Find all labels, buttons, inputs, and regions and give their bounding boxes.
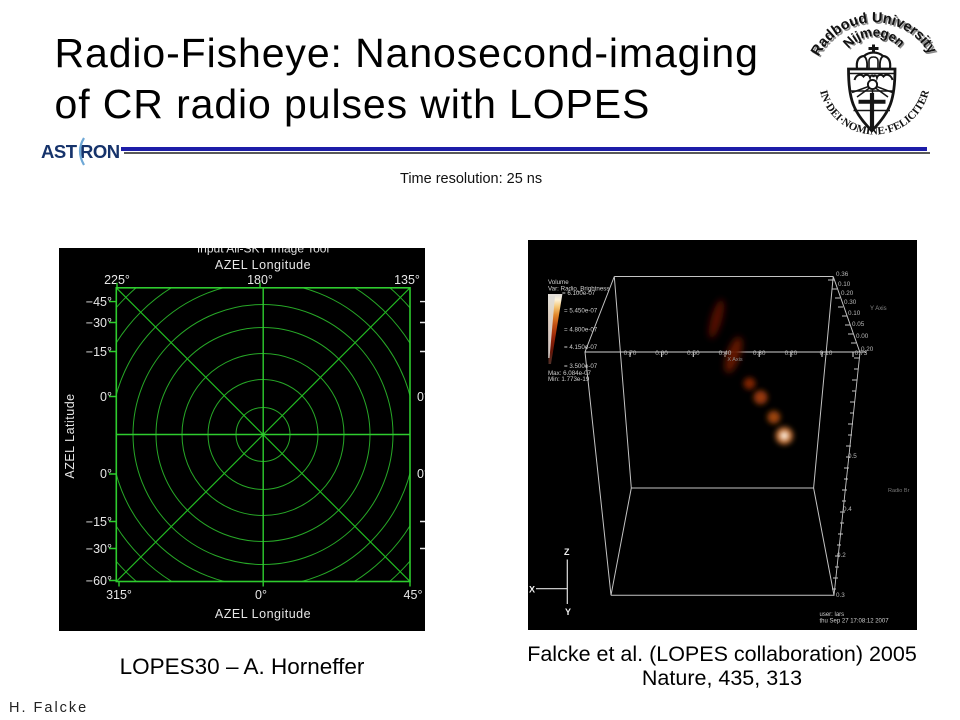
svg-text:= 6.100e-07: = 6.100e-07 [562, 290, 596, 297]
svg-text:thu Sep 27 17:08:12 2007: thu Sep 27 17:08:12 2007 [820, 619, 890, 625]
svg-text:0.10: 0.10 [820, 350, 833, 357]
svg-text:AZEL Longitude: AZEL Longitude [215, 607, 311, 621]
svg-text:0.30: 0.30 [753, 350, 766, 357]
svg-text:user: lars: user: lars [820, 612, 845, 618]
svg-text:Min: 1.773e-19: Min: 1.773e-19 [548, 376, 590, 383]
svg-text:Volume: Volume [548, 279, 569, 286]
svg-text:−30°: −30° [86, 542, 112, 556]
svg-text:0.5: 0.5 [848, 453, 857, 460]
svg-text:IN·DEI·NOMINE·FELICITER: IN·DEI·NOMINE·FELICITER [817, 88, 932, 138]
svg-text:0.36: 0.36 [836, 271, 849, 278]
svg-text:0.20: 0.20 [861, 346, 874, 353]
svg-text:180°: 180° [247, 273, 273, 287]
svg-text:45°: 45° [404, 588, 423, 602]
svg-text:315°: 315° [106, 588, 132, 602]
svg-text:0.05: 0.05 [852, 321, 865, 328]
svg-text:AZEL Longitude: AZEL Longitude [215, 258, 311, 272]
svg-text:Z: Z [564, 547, 570, 557]
svg-text:0.20: 0.20 [841, 290, 854, 297]
svg-text:0.4: 0.4 [843, 506, 852, 513]
svg-text:−45°: −45° [86, 295, 112, 309]
svg-text:Y Axis: Y Axis [870, 306, 887, 312]
svg-text:RON: RON [80, 141, 120, 162]
svg-text:Var: Radio_Brightness: Var: Radio_Brightness [548, 286, 609, 293]
svg-text:= 5.450e-07: = 5.450e-07 [564, 308, 598, 315]
svg-text:0.70: 0.70 [624, 350, 637, 357]
svg-text:= 4.150e-07: = 4.150e-07 [564, 344, 598, 351]
svg-text:0°: 0° [100, 390, 112, 404]
svg-text:0°: 0° [417, 390, 425, 404]
svg-text:Max: 6.084e-07: Max: 6.084e-07 [548, 370, 592, 377]
svg-text:AST: AST [41, 141, 78, 162]
svg-text:X: X [529, 585, 535, 595]
svg-text:= 3.500e-07: = 3.500e-07 [564, 363, 598, 370]
svg-text:−30°: −30° [86, 316, 112, 330]
svg-text:X Axis: X Axis [727, 357, 743, 363]
svg-text:0.40: 0.40 [719, 350, 732, 357]
svg-text:AZEL Latitude: AZEL Latitude [63, 393, 77, 478]
svg-text:−15°: −15° [86, 515, 112, 529]
svg-text:0.73: 0.73 [855, 350, 868, 357]
svg-text:Input All-SKY Image Tool: Input All-SKY Image Tool [197, 248, 329, 256]
svg-text:−15°: −15° [86, 345, 112, 359]
svg-text:0.3: 0.3 [836, 592, 845, 599]
svg-text:0.2: 0.2 [837, 552, 846, 559]
svg-text:0°: 0° [100, 467, 112, 481]
svg-text:Y: Y [565, 607, 571, 617]
svg-text:0.50: 0.50 [687, 350, 700, 357]
svg-text:0.20: 0.20 [785, 350, 798, 357]
svg-text:225°: 225° [104, 273, 130, 287]
svg-text:0°: 0° [417, 467, 425, 481]
svg-text:0.10: 0.10 [848, 310, 861, 317]
svg-text:Radio Br: Radio Br [888, 488, 910, 494]
svg-text:0.10: 0.10 [838, 281, 851, 288]
svg-text:= 4.800e-07: = 4.800e-07 [564, 327, 598, 334]
svg-text:0.30: 0.30 [844, 299, 857, 306]
svg-text:−60°: −60° [86, 574, 112, 588]
svg-text:0.60: 0.60 [655, 350, 668, 357]
svg-text:135°: 135° [394, 273, 420, 287]
svg-text:0.00: 0.00 [856, 333, 869, 340]
svg-text:0°: 0° [255, 588, 267, 602]
